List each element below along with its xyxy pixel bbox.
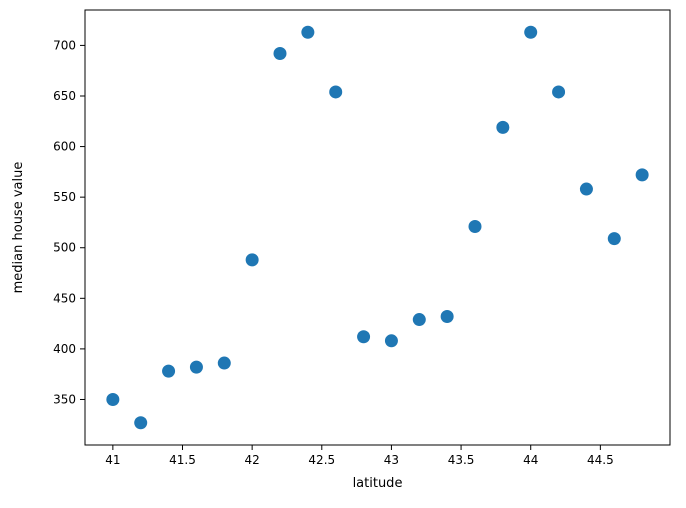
x-tick-label: 42.5: [308, 453, 335, 467]
y-tick-label: 500: [53, 241, 76, 255]
data-point: [441, 310, 454, 323]
data-point: [469, 220, 482, 233]
data-point: [301, 26, 314, 39]
y-tick-label: 700: [53, 38, 76, 52]
y-tick-label: 400: [53, 342, 76, 356]
x-tick-label: 41.5: [169, 453, 196, 467]
data-point: [106, 393, 119, 406]
chart-svg: 41 41.5 42 42.5 43 43.5 44 44.5 350 400 450 500 550 6…: [0, 0, 686, 508]
x-tick-label: 44: [523, 453, 538, 467]
plot-border: [85, 10, 670, 445]
y-tick-label: 650: [53, 89, 76, 103]
data-point: [190, 361, 203, 374]
data-point: [329, 85, 342, 98]
data-point: [274, 47, 287, 60]
data-point: [385, 334, 398, 347]
y-tick-label: 550: [53, 190, 76, 204]
y-tick-label: 600: [53, 140, 76, 154]
data-point: [134, 416, 147, 429]
data-point: [608, 232, 621, 245]
x-tick-label: 43.5: [448, 453, 475, 467]
data-point: [357, 330, 370, 343]
y-tick-label: 450: [53, 291, 76, 305]
x-tick-label: 44.5: [587, 453, 614, 467]
scatter-chart: 41 41.5 42 42.5 43 43.5 44 44.5 350 400 450 500 550 6…: [0, 0, 686, 508]
x-tick-label: 42: [245, 453, 260, 467]
data-point: [162, 365, 175, 378]
data-point: [580, 183, 593, 196]
data-point: [636, 168, 649, 181]
x-tick-label: 43: [384, 453, 399, 467]
y-tick-label: 350: [53, 392, 76, 406]
data-point: [496, 121, 509, 134]
y-axis-label: median house value: [11, 162, 26, 294]
x-axis-label: latitude: [353, 476, 403, 491]
data-point: [218, 357, 231, 370]
data-point: [246, 253, 259, 266]
data-point: [413, 313, 426, 326]
x-tick-label: 41: [105, 453, 120, 467]
data-point: [524, 26, 537, 39]
data-point: [552, 85, 565, 98]
